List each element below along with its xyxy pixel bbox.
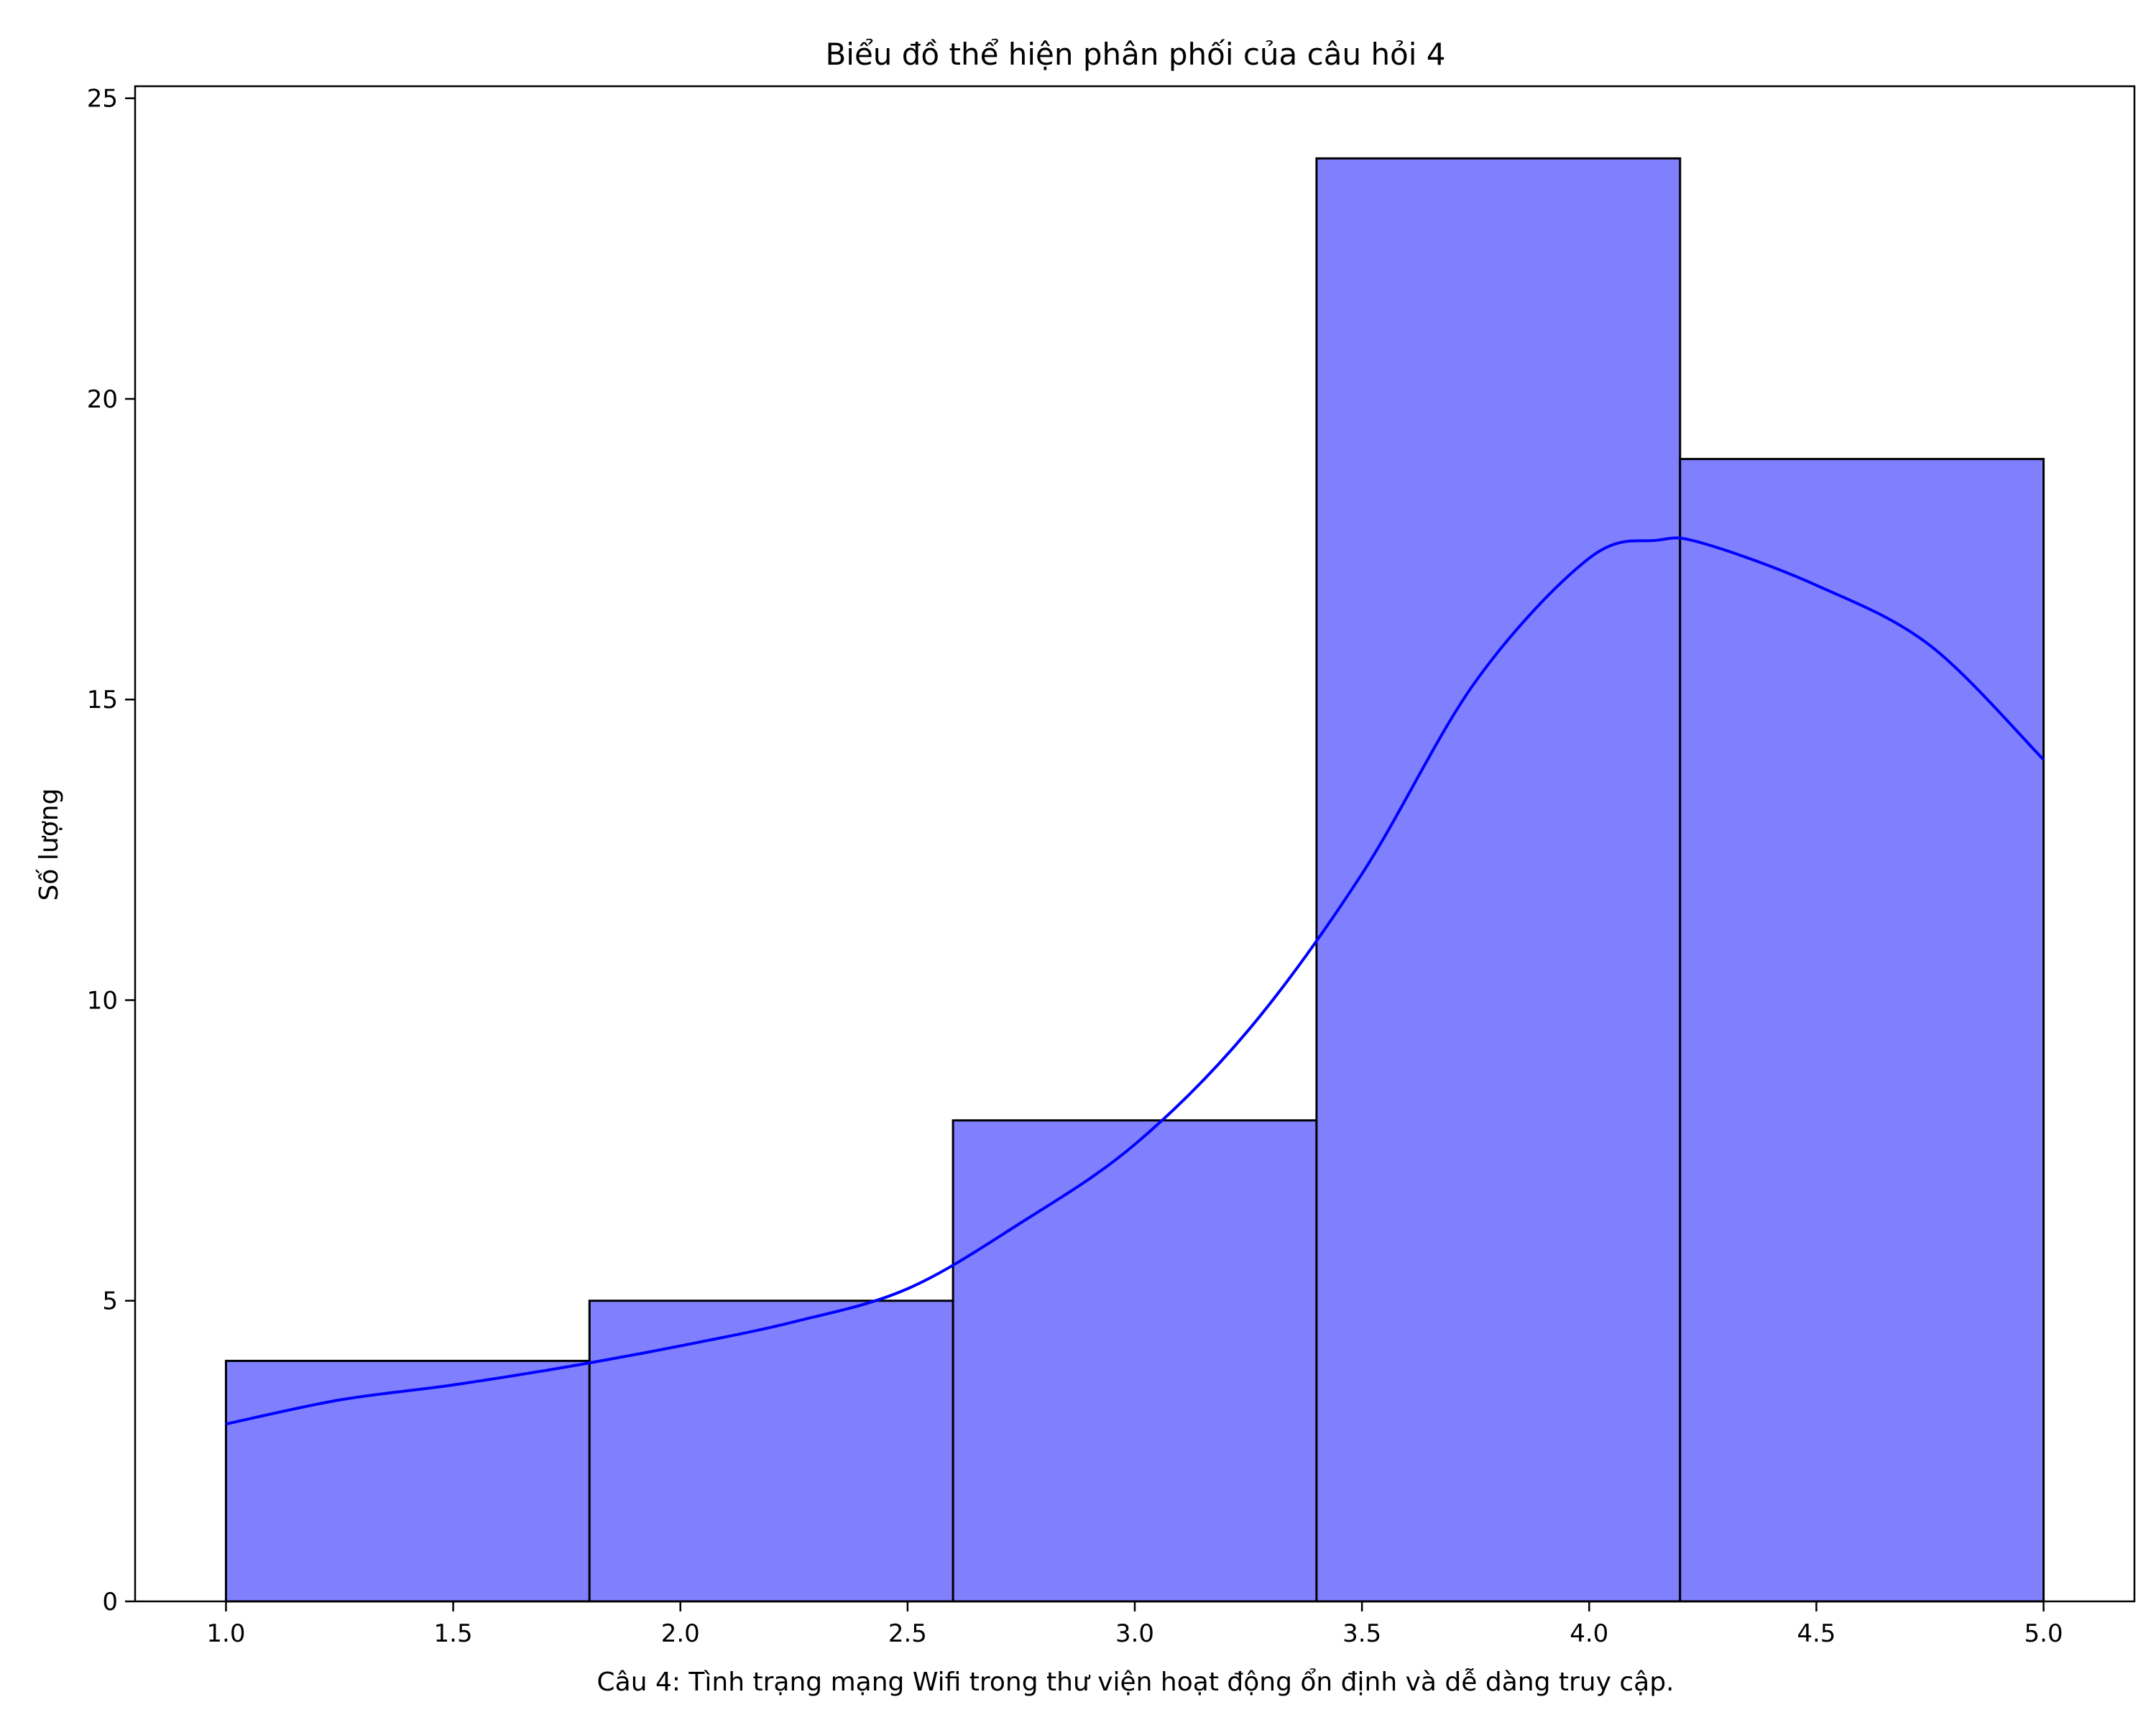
x-tick-label: 5.0 — [2024, 1619, 2063, 1648]
x-axis-ticks: 1.0 1.5 2.0 2.5 3.0 3.5 4.0 4.5 5.0 — [206, 1601, 2063, 1648]
x-tick-label: 2.5 — [888, 1619, 927, 1648]
histogram-bar — [1679, 458, 2045, 1603]
x-tick-label: 4.5 — [1797, 1619, 1835, 1648]
chart-title: Biểu đồ thể hiện phân phối của câu hỏi 4 — [825, 37, 1445, 72]
x-tick-label: 3.0 — [1115, 1619, 1154, 1648]
y-tick-label: 10 — [87, 986, 118, 1015]
x-axis-label: Câu 4: Tình trạng mạng Wifi trong thư vi… — [597, 1668, 1674, 1697]
histogram-bar — [588, 1300, 954, 1603]
y-tick-label: 15 — [87, 686, 118, 714]
x-tick-label: 4.0 — [1570, 1619, 1608, 1648]
histogram-bar — [952, 1119, 1318, 1603]
y-tick-label: 0 — [102, 1588, 118, 1616]
histogram-bar — [1315, 157, 1682, 1603]
y-tick-label: 25 — [87, 85, 118, 114]
histogram-bars — [224, 157, 2045, 1603]
x-tick-label: 3.5 — [1342, 1619, 1381, 1648]
y-axis-ticks: 0 5 10 15 20 25 — [87, 85, 135, 1616]
y-tick-label: 20 — [87, 385, 118, 414]
y-tick-label: 5 — [102, 1287, 118, 1316]
y-axis-label: Số lượng — [34, 788, 64, 901]
x-tick-label: 1.5 — [434, 1619, 473, 1648]
x-tick-label: 1.0 — [206, 1619, 245, 1648]
x-tick-label: 2.0 — [661, 1619, 700, 1648]
histogram-bar — [224, 1359, 591, 1603]
kde-curve — [226, 536, 2045, 1426]
